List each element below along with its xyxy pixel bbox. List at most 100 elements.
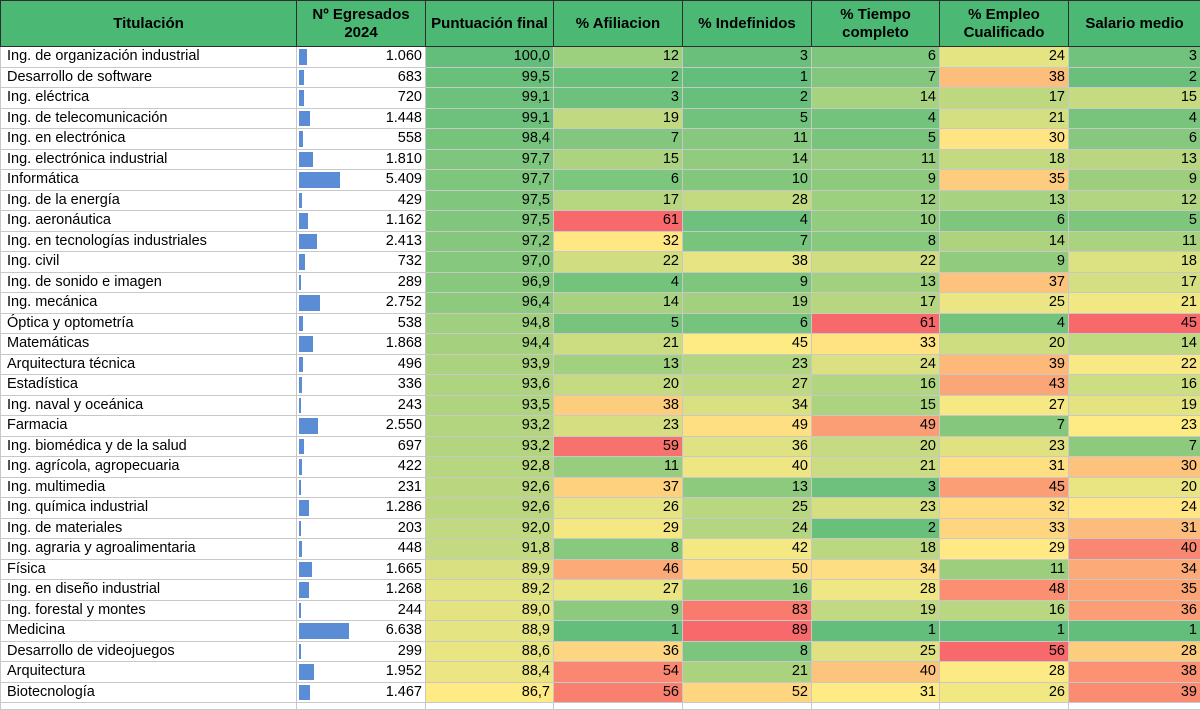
empleo-cell[interactable]: 13: [940, 190, 1069, 211]
tiempo-cell[interactable]: 28: [812, 580, 940, 601]
egresados-cell[interactable]: 1.162: [297, 211, 426, 232]
salario-cell[interactable]: 40: [1069, 539, 1200, 560]
egresados-cell[interactable]: 538: [297, 313, 426, 334]
titulacion-cell[interactable]: Ing. naval y oceánica: [1, 395, 297, 416]
indefinidos-cell[interactable]: 19: [683, 293, 812, 314]
egresados-cell[interactable]: 1.448: [297, 108, 426, 129]
tiempo-cell[interactable]: 20: [812, 436, 940, 457]
header-puntuacion[interactable]: Puntuación final: [426, 1, 554, 47]
salario-cell[interactable]: 5: [1069, 211, 1200, 232]
tiempo-cell[interactable]: 7: [812, 67, 940, 88]
empleo-cell[interactable]: 7: [940, 416, 1069, 437]
empleo-cell[interactable]: 32: [940, 498, 1069, 519]
afiliacion-cell[interactable]: 21: [554, 334, 683, 355]
afiliacion-cell[interactable]: 13: [554, 354, 683, 375]
salario-cell[interactable]: 17: [1069, 272, 1200, 293]
titulacion-cell[interactable]: Ing. mecánica: [1, 293, 297, 314]
tiempo-cell[interactable]: 3: [812, 477, 940, 498]
titulacion-cell[interactable]: Ing. multimedia: [1, 477, 297, 498]
egresados-cell[interactable]: 5.409: [297, 170, 426, 191]
indefinidos-cell[interactable]: 28: [683, 190, 812, 211]
afiliacion-cell[interactable]: 23: [554, 416, 683, 437]
afiliacion-cell[interactable]: 61: [554, 211, 683, 232]
indefinidos-cell[interactable]: 83: [683, 600, 812, 621]
afiliacion-cell[interactable]: 38: [554, 395, 683, 416]
puntuacion-cell[interactable]: 91,8: [426, 539, 554, 560]
tiempo-cell[interactable]: 61: [812, 313, 940, 334]
puntuacion-cell[interactable]: 86,7: [426, 682, 554, 703]
egresados-cell[interactable]: 243: [297, 395, 426, 416]
indefinidos-cell[interactable]: 89: [683, 621, 812, 642]
egresados-cell[interactable]: 1.868: [297, 334, 426, 355]
egresados-cell[interactable]: 1.268: [297, 580, 426, 601]
salario-cell[interactable]: 28: [1069, 641, 1200, 662]
afiliacion-cell[interactable]: 54: [554, 662, 683, 683]
egresados-cell[interactable]: 336: [297, 375, 426, 396]
puntuacion-cell[interactable]: 89,9: [426, 559, 554, 580]
tiempo-cell[interactable]: 19: [812, 600, 940, 621]
egresados-cell[interactable]: 6.638: [297, 621, 426, 642]
tiempo-cell[interactable]: 1: [812, 621, 940, 642]
puntuacion-cell[interactable]: 88,4: [426, 662, 554, 683]
indefinidos-cell[interactable]: 13: [683, 477, 812, 498]
empleo-cell[interactable]: 14: [940, 231, 1069, 252]
tiempo-cell[interactable]: 22: [812, 252, 940, 273]
afiliacion-cell[interactable]: 46: [554, 559, 683, 580]
egresados-cell[interactable]: 558: [297, 129, 426, 150]
indefinidos-cell[interactable]: 50: [683, 559, 812, 580]
afiliacion-cell[interactable]: 14: [554, 293, 683, 314]
puntuacion-cell[interactable]: 94,8: [426, 313, 554, 334]
egresados-cell[interactable]: 299: [297, 641, 426, 662]
tiempo-cell[interactable]: 11: [812, 149, 940, 170]
puntuacion-cell[interactable]: 96,4: [426, 293, 554, 314]
titulacion-cell[interactable]: Medicina: [1, 621, 297, 642]
empleo-cell[interactable]: 20: [940, 334, 1069, 355]
salario-cell[interactable]: 24: [1069, 498, 1200, 519]
empleo-cell[interactable]: 24: [940, 47, 1069, 68]
afiliacion-cell[interactable]: 9: [554, 600, 683, 621]
puntuacion-cell[interactable]: 97,7: [426, 170, 554, 191]
salario-cell[interactable]: 39: [1069, 682, 1200, 703]
puntuacion-cell[interactable]: 93,6: [426, 375, 554, 396]
tiempo-cell[interactable]: 6: [812, 47, 940, 68]
indefinidos-cell[interactable]: 40: [683, 457, 812, 478]
titulacion-cell[interactable]: Ing. de telecomunicación: [1, 108, 297, 129]
empleo-cell[interactable]: 30: [940, 129, 1069, 150]
tiempo-cell[interactable]: 23: [812, 498, 940, 519]
puntuacion-cell[interactable]: 97,7: [426, 149, 554, 170]
tiempo-cell[interactable]: 5: [812, 129, 940, 150]
indefinidos-cell[interactable]: 24: [683, 518, 812, 539]
salario-cell[interactable]: 20: [1069, 477, 1200, 498]
egresados-cell[interactable]: 2.413: [297, 231, 426, 252]
titulacion-cell[interactable]: Ing. química industrial: [1, 498, 297, 519]
egresados-cell[interactable]: 422: [297, 457, 426, 478]
titulacion-cell[interactable]: Farmacia: [1, 416, 297, 437]
tiempo-cell[interactable]: 49: [812, 416, 940, 437]
puntuacion-cell[interactable]: 99,1: [426, 108, 554, 129]
afiliacion-cell[interactable]: 59: [554, 436, 683, 457]
salario-cell[interactable]: 14: [1069, 334, 1200, 355]
empleo-cell[interactable]: 43: [940, 375, 1069, 396]
titulacion-cell[interactable]: Desarrollo de software: [1, 67, 297, 88]
salario-cell[interactable]: 31: [1069, 518, 1200, 539]
empleo-cell[interactable]: 6: [940, 211, 1069, 232]
header-afiliacion[interactable]: % Afiliacion: [554, 1, 683, 47]
puntuacion-cell[interactable]: 98,4: [426, 129, 554, 150]
titulacion-cell[interactable]: Ing. en electrónica: [1, 129, 297, 150]
egresados-cell[interactable]: 1.665: [297, 559, 426, 580]
egresados-cell[interactable]: 496: [297, 354, 426, 375]
egresados-cell[interactable]: 244: [297, 600, 426, 621]
salario-cell[interactable]: 23: [1069, 416, 1200, 437]
salario-cell[interactable]: 36: [1069, 600, 1200, 621]
titulacion-cell[interactable]: Ing. biomédica y de la salud: [1, 436, 297, 457]
indefinidos-cell[interactable]: 5: [683, 108, 812, 129]
egresados-cell[interactable]: 2.550: [297, 416, 426, 437]
empleo-cell[interactable]: 1: [940, 621, 1069, 642]
empleo-cell[interactable]: 37: [940, 272, 1069, 293]
puntuacion-cell[interactable]: 92,8: [426, 457, 554, 478]
empleo-cell[interactable]: 4: [940, 313, 1069, 334]
afiliacion-cell[interactable]: 26: [554, 498, 683, 519]
puntuacion-cell[interactable]: 92,6: [426, 477, 554, 498]
